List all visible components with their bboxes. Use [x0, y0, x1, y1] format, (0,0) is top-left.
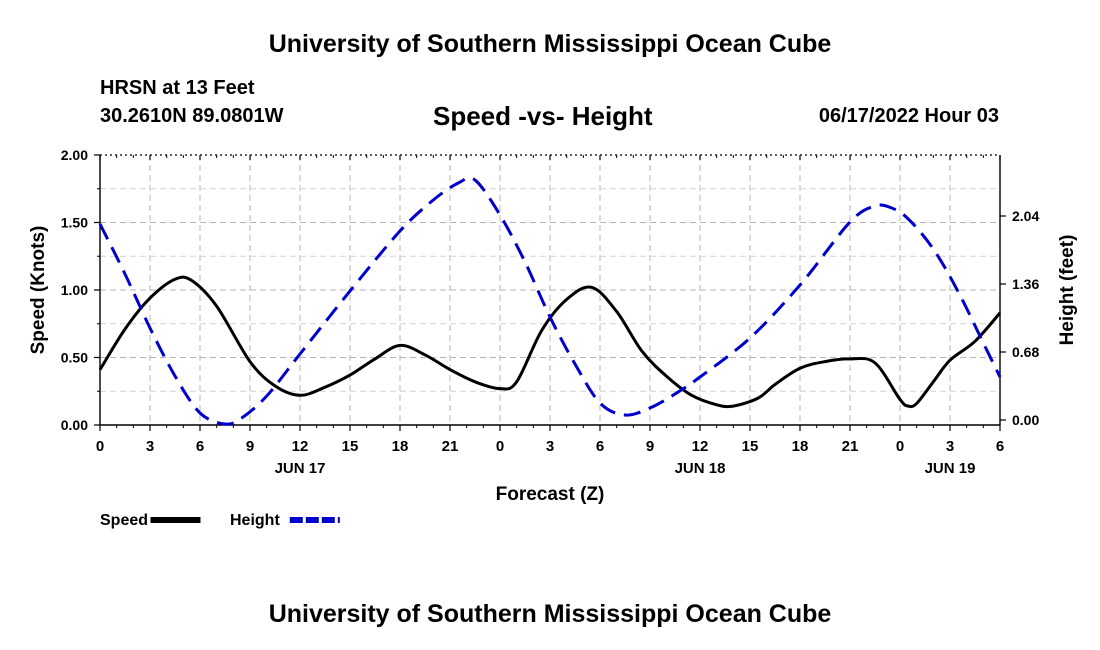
y-axis-tick-label: 0.00	[61, 417, 88, 433]
x-axis-tick-label: 3	[946, 438, 954, 455]
x-axis-tick-label: 0	[496, 438, 504, 455]
x-axis-tick-label: 15	[342, 438, 359, 455]
x-axis-tick-label: 9	[646, 438, 654, 455]
x-axis-tick-label: 21	[442, 438, 459, 455]
legend-label-speed: Speed	[100, 512, 148, 529]
footer-title: University of Southern Mississippi Ocean…	[268, 600, 832, 628]
x-axis-tick-label: 6	[996, 438, 1004, 455]
y-axis-title: Speed (Knots)	[28, 226, 49, 355]
page-title: University of Southern Mississippi Ocean…	[268, 30, 832, 58]
series-line-speed	[98, 275, 1002, 409]
x-axis-tick-label: 21	[842, 438, 859, 455]
legend-label-height: Height	[230, 512, 280, 529]
x-axis-title: Forecast (Z)	[496, 484, 605, 505]
x-axis-tick-label: 6	[196, 438, 204, 455]
chart-title: Speed -vs- Height	[433, 101, 653, 131]
x-axis-tick-label: 3	[546, 438, 554, 455]
y2-axis-tick-label: 0.68	[1012, 344, 1039, 360]
y2-axis-tick-label: 1.36	[1012, 276, 1039, 292]
y2-axis-title: Height (feet)	[1057, 235, 1078, 346]
x-axis-tick-label: 6	[596, 438, 604, 455]
day-label: JUN 18	[675, 460, 726, 477]
y2-axis-tick-label: 0.00	[1012, 412, 1039, 428]
y-axis-tick-label: 1.50	[61, 215, 88, 231]
station-coordinates: 30.2610N 89.0801W	[100, 105, 284, 127]
x-axis-tick-label: 15	[742, 438, 759, 455]
x-axis-tick-label: 18	[392, 438, 409, 455]
x-axis-tick-label: 3	[146, 438, 154, 455]
y-axis-tick-label: 1.00	[61, 282, 88, 298]
x-axis-tick-label: 9	[246, 438, 254, 455]
x-axis-tick-label: 12	[692, 438, 709, 455]
x-axis-tick-label: 0	[96, 438, 104, 455]
station-label: HRSN at 13 Feet	[100, 77, 255, 99]
day-label: JUN 19	[925, 460, 976, 477]
x-axis-tick-label: 18	[792, 438, 809, 455]
y-axis-tick-label: 0.50	[61, 350, 88, 366]
x-axis-tick-label: 0	[896, 438, 904, 455]
forecast-timestamp: 06/17/2022 Hour 03	[818, 105, 999, 127]
y2-axis-tick-label: 2.04	[1012, 208, 1039, 224]
series-line-height	[98, 176, 1002, 426]
x-axis-tick-label: 12	[292, 438, 309, 455]
day-label: JUN 17	[275, 460, 326, 477]
y-axis-tick-label: 2.00	[61, 147, 88, 163]
